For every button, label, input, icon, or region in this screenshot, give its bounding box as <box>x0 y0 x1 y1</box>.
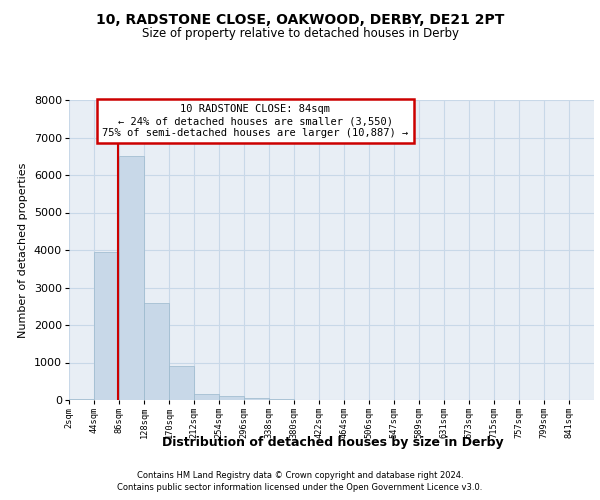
Text: Contains HM Land Registry data © Crown copyright and database right 2024.: Contains HM Land Registry data © Crown c… <box>137 471 463 480</box>
Text: Distribution of detached houses by size in Derby: Distribution of detached houses by size … <box>162 436 504 449</box>
Bar <box>94 252 119 400</box>
Text: Contains public sector information licensed under the Open Government Licence v3: Contains public sector information licen… <box>118 484 482 492</box>
Bar <box>194 394 219 400</box>
Text: 10 RADSTONE CLOSE: 84sqm
← 24% of detached houses are smaller (3,550)
75% of sem: 10 RADSTONE CLOSE: 84sqm ← 24% of detach… <box>102 104 409 138</box>
Text: Size of property relative to detached houses in Derby: Size of property relative to detached ho… <box>142 28 458 40</box>
Bar <box>169 366 194 400</box>
Bar <box>69 399 94 400</box>
Bar <box>219 396 244 400</box>
Y-axis label: Number of detached properties: Number of detached properties <box>19 162 28 338</box>
Bar <box>144 302 169 400</box>
Bar <box>269 399 294 400</box>
Text: 10, RADSTONE CLOSE, OAKWOOD, DERBY, DE21 2PT: 10, RADSTONE CLOSE, OAKWOOD, DERBY, DE21… <box>96 12 504 26</box>
Bar <box>119 156 144 400</box>
Bar <box>244 398 269 400</box>
